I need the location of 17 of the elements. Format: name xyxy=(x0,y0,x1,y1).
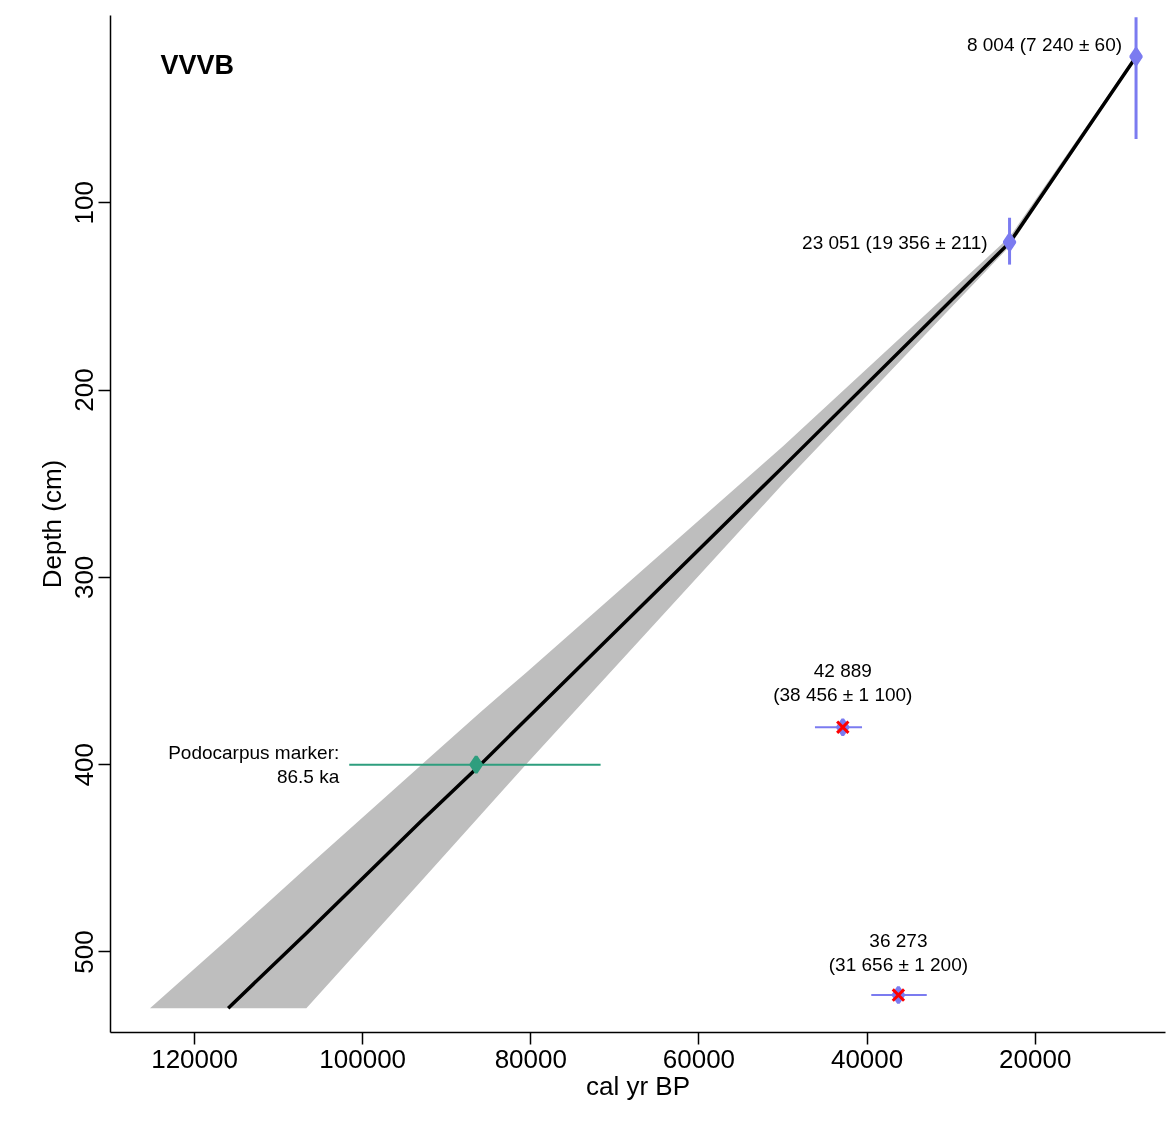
y-tick-label: 300 xyxy=(69,555,100,600)
text: VVVB xyxy=(160,49,235,80)
y-tick-label: 400 xyxy=(69,742,100,787)
y-tick-label: 200 xyxy=(69,368,100,412)
x-tick-label: 120000 xyxy=(151,1043,238,1074)
annotation: Podocarpus marker: 86.5 ka xyxy=(168,742,340,788)
annotation: 42 889 (38 456 ± 1 100) xyxy=(773,660,913,706)
x-tick-label: 100000 xyxy=(319,1043,407,1074)
annotation: 8 004 (7 240 ± 60) xyxy=(966,33,1123,55)
x-tick-label: 40000 xyxy=(830,1043,904,1074)
y-tick-label: 500 xyxy=(69,930,100,974)
annotation: 23 051 (19 356 ± 211) xyxy=(802,231,988,253)
x-tick-label: 20000 xyxy=(999,1043,1072,1074)
y-axis-title: Depth (cm) xyxy=(36,459,67,589)
y-tick-label: 100 xyxy=(69,181,100,225)
x-tick-label: 80000 xyxy=(494,1043,567,1074)
annotation: 36 273 (31 656 ± 1 200) xyxy=(828,930,969,976)
